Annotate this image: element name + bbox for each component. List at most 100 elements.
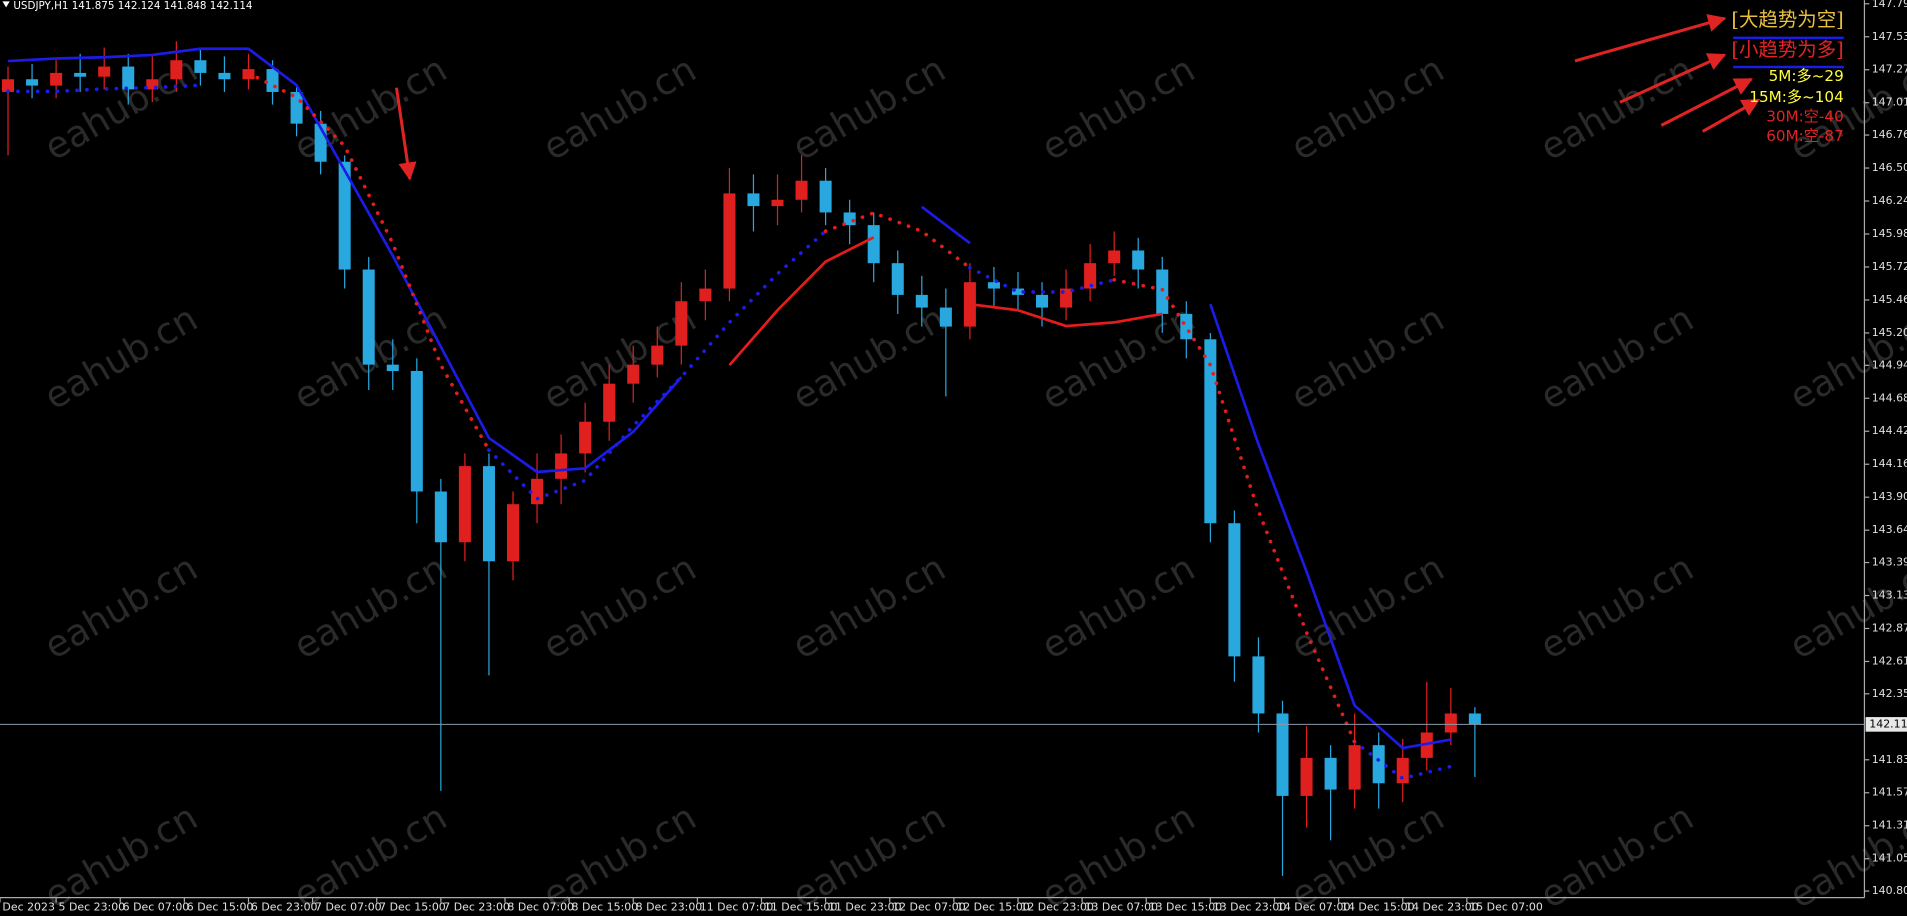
ohlc-low: 141.848 (164, 0, 207, 12)
candle-body (1108, 250, 1121, 264)
y-tick-label: 143.645 (1872, 523, 1907, 536)
candle-body (98, 66, 111, 77)
candle-body (915, 294, 928, 308)
x-tick-label: 11 Dec 07:00 (700, 900, 774, 913)
candle-body (867, 225, 880, 264)
candle-body (1444, 713, 1457, 733)
candle-body (122, 66, 135, 90)
arrows (394, 14, 1761, 181)
y-tick-label: 145.980 (1872, 227, 1907, 240)
candle-body (819, 180, 832, 213)
y-tick-label: 141.575 (1872, 786, 1907, 799)
plot (0, 41, 1865, 876)
candle-body (1420, 732, 1433, 758)
candle-body (1132, 250, 1145, 270)
candle-body (1180, 313, 1193, 340)
y-tick-label: 147.795 (1872, 0, 1907, 10)
candle-body (723, 193, 736, 289)
trend-label: [大趋势为空] (1731, 8, 1843, 31)
trend-label: [小趋势为多] (1731, 38, 1843, 61)
candle-body (410, 370, 423, 492)
y-tick-label: 146.240 (1872, 194, 1907, 207)
x-tick-label: 8 Dec 23:00 (636, 900, 703, 913)
candle-body (555, 453, 568, 479)
x-tick-label: 7 Dec 15:00 (379, 900, 446, 913)
y-tick-label: 141.055 (1872, 852, 1907, 865)
arrow (1619, 53, 1727, 104)
x-tick-label: 14 Dec 23:00 (1405, 900, 1479, 913)
y-tick-label: 147.275 (1872, 63, 1907, 76)
y-tick-label: 144.425 (1872, 424, 1907, 437)
candle-body (939, 307, 952, 327)
x-tick-label: 8 Dec 15:00 (572, 900, 639, 913)
candle-body (218, 72, 231, 80)
x-tick-label: 13 Dec 15:00 (1149, 900, 1223, 913)
candle-body (531, 478, 544, 505)
candle-body (1252, 656, 1265, 714)
candle-body (2, 79, 15, 92)
candle-body (50, 72, 63, 86)
candle-body (1036, 294, 1049, 308)
x-tick-label: 14 Dec 15:00 (1341, 900, 1415, 913)
candle-body (74, 72, 87, 77)
candle-body (194, 60, 207, 73)
y-tick-label: 145.720 (1872, 260, 1907, 273)
y-tick-label: 144.945 (1872, 358, 1907, 371)
price-label: 142.114 (1869, 717, 1907, 730)
candle-body (434, 491, 447, 543)
y-tick-label: 144.685 (1872, 391, 1907, 404)
arrow (1574, 14, 1727, 63)
y-tick-label: 142.870 (1872, 621, 1907, 634)
y-tick-label: 141.315 (1872, 819, 1907, 832)
candle-body (1300, 757, 1313, 796)
candle-body (795, 180, 808, 200)
candle-body (170, 60, 183, 80)
indicator-line (6, 83, 1453, 781)
x-tick-label: 6 Dec 23:00 (251, 900, 318, 913)
candle-body (1011, 288, 1024, 295)
x-tick-label: 12 Dec 23:00 (1020, 900, 1094, 913)
header-icon (2, 1, 10, 8)
y-tick-label: 143.905 (1872, 490, 1907, 503)
x-tick-label: 13 Dec 23:00 (1213, 900, 1287, 913)
y-tick-label: 143.390 (1872, 556, 1907, 569)
y-tick-label: 145.200 (1872, 326, 1907, 339)
candle-body (386, 364, 399, 371)
candle-body (987, 282, 1000, 289)
indicator-line (246, 71, 1357, 744)
x-tick-label: 6 Dec 15:00 (187, 900, 254, 913)
candle-body (1228, 523, 1241, 657)
candle-body (1084, 263, 1097, 289)
candle-body (699, 288, 712, 302)
candle-body (1348, 745, 1361, 790)
signal: 15M:多~104 (1749, 88, 1843, 106)
signal: 5M:多~29 (1769, 67, 1844, 85)
candle-body (579, 421, 592, 454)
x-tick-label: 12 Dec 15:00 (956, 900, 1030, 913)
candle-body (1372, 745, 1385, 784)
x-tick-label: 15 Dec 07:00 (1469, 900, 1543, 913)
y-tick-label: 146.500 (1872, 161, 1907, 174)
y-tick-label: 145.460 (1872, 293, 1907, 306)
x-tick-label: 5 Dec 23:00 (59, 900, 126, 913)
candle-body (266, 69, 279, 92)
x-tick-label: 7 Dec 23:00 (443, 900, 510, 913)
candle-body (771, 199, 784, 207)
y-tick-label: 142.355 (1872, 687, 1907, 700)
y-tick-label: 144.165 (1872, 457, 1907, 470)
x-tick-label: 13 Dec 07:00 (1085, 900, 1159, 913)
candle-body (1204, 339, 1217, 524)
candle-body (1468, 713, 1481, 725)
header: USDJPY,H1 141.875 142.124 141.848 142.11… (13, 0, 252, 12)
candle-body (338, 161, 351, 270)
indicator-line (728, 236, 1163, 366)
candle-body (26, 79, 39, 86)
candle-body (1324, 757, 1337, 790)
ohlc-close: 142.114 (210, 0, 253, 12)
candle-body (362, 269, 375, 365)
x-tick-label: 12 Dec 07:00 (892, 900, 966, 913)
candle-body (1396, 757, 1409, 784)
candle-body (1276, 713, 1289, 796)
